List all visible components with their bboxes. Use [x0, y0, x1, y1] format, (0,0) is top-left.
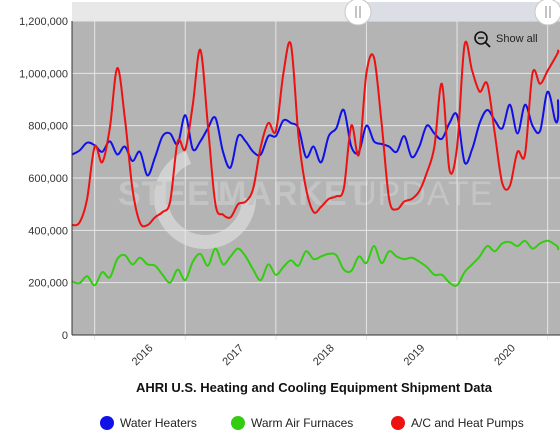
- legend-item-warm-air-furnaces[interactable]: Warm Air Furnaces: [231, 416, 353, 430]
- legend-item-water-heaters[interactable]: Water Heaters: [100, 416, 197, 430]
- series-line-ac-heat-pumps: [71, 40, 560, 228]
- legend-label-ac-heat-pumps: A/C and Heat Pumps: [411, 416, 524, 430]
- zoom-out-icon[interactable]: [474, 31, 488, 45]
- series-lines: [71, 40, 560, 287]
- y-tick-label: 400,000: [28, 225, 68, 237]
- navigator-left-handle[interactable]: [344, 0, 372, 26]
- x-tick-label: 2018: [311, 342, 337, 368]
- navigator-selection[interactable]: [358, 2, 548, 21]
- legend-item-ac-heat-pumps[interactable]: A/C and Heat Pumps: [391, 416, 524, 430]
- series-line-warm-air-furnaces: [71, 239, 560, 287]
- legend-marker-warm-air-furnaces: [231, 416, 245, 430]
- show-all-label[interactable]: Show all: [496, 33, 538, 45]
- legend-label-warm-air-furnaces: Warm Air Furnaces: [251, 416, 353, 430]
- x-tick-label: 2016: [130, 342, 156, 368]
- x-tick-label: 2020: [492, 342, 518, 368]
- legend-label-water-heaters: Water Heaters: [120, 416, 197, 430]
- legend: Water Heaters Warm Air Furnaces A/C and …: [100, 416, 524, 430]
- y-tick-label: 0: [62, 330, 68, 342]
- series-line-water-heaters: [71, 90, 560, 177]
- zoom-out-icon-handle: [484, 41, 491, 48]
- chart-title: AHRI U.S. Heating and Cooling Equipment …: [136, 380, 493, 395]
- x-axis-ticks: 2016 2017 2018 2019 2020: [130, 342, 518, 368]
- y-tick-label: 600,000: [28, 173, 68, 185]
- y-tick-label: 1,200,000: [19, 16, 68, 28]
- navigator-right-handle[interactable]: [534, 0, 560, 26]
- legend-marker-ac-heat-pumps: [391, 416, 405, 430]
- y-tick-label: 1,000,000: [19, 68, 68, 80]
- legend-marker-water-heaters: [100, 416, 114, 430]
- y-tick-label: 200,000: [28, 278, 68, 290]
- x-tick-label: 2017: [220, 342, 246, 368]
- y-tick-label: 800,000: [28, 121, 68, 133]
- show-all-button[interactable]: Show all: [474, 31, 538, 48]
- watermark: STEEL MARKET UPDATE: [118, 147, 493, 249]
- watermark-text-mid: MARKET: [218, 175, 369, 213]
- navigator-bar[interactable]: [72, 0, 560, 26]
- watermark-text-right: UPDATE: [352, 175, 493, 213]
- x-tick-label: 2019: [402, 342, 428, 368]
- y-axis-ticks: 0 200,000 400,000 600,000 800,000 1,000,000 1,…: [19, 16, 68, 342]
